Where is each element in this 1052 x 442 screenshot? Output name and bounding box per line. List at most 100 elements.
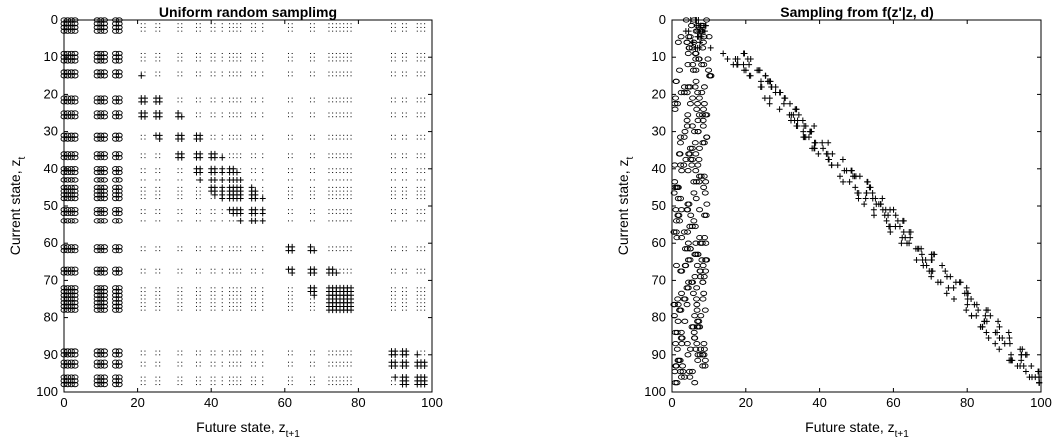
plus-marker [252, 217, 259, 224]
dot-marker [391, 220, 393, 222]
dot-marker [402, 220, 404, 222]
dot-marker [332, 26, 334, 28]
dot-marker [420, 190, 422, 192]
dot-marker [339, 250, 341, 252]
plus-marker [237, 217, 244, 224]
dot-marker [229, 384, 231, 386]
dot-marker [155, 272, 157, 274]
dot-marker [328, 138, 330, 140]
dot-marker [144, 194, 146, 196]
circle-marker [101, 28, 108, 34]
dot-marker [350, 190, 352, 192]
plus-marker [392, 374, 399, 381]
dot-marker [181, 298, 183, 300]
dot-marker [405, 194, 407, 196]
dot-marker [229, 112, 231, 114]
circle-marker [71, 378, 79, 384]
dot-marker [177, 250, 179, 252]
plus-marker [871, 212, 878, 219]
dot-marker [251, 246, 253, 248]
dot-marker [181, 168, 183, 170]
circle-marker [64, 21, 72, 27]
circle-marker [67, 285, 75, 291]
dot-marker [210, 302, 212, 304]
plus-marker [887, 229, 894, 236]
dot-marker [391, 168, 393, 170]
dot-marker [140, 172, 142, 174]
circle-marker [64, 192, 72, 198]
dot-marker [424, 60, 426, 62]
dot-marker [232, 246, 234, 248]
dot-marker [394, 52, 396, 54]
dot-marker [229, 212, 231, 214]
plus-marker [945, 284, 952, 291]
dot-marker [339, 190, 341, 192]
circle-marker [97, 363, 105, 369]
circle-marker [101, 50, 108, 57]
dot-marker [346, 179, 348, 181]
dot-marker [181, 294, 183, 296]
plus-marker [1008, 351, 1015, 358]
dot-marker [328, 186, 330, 188]
circle-marker [115, 296, 123, 302]
dot-marker [251, 134, 253, 136]
dot-marker [346, 153, 348, 155]
dot-marker [291, 294, 293, 296]
dot-marker [177, 309, 179, 311]
dot-marker [236, 376, 238, 378]
dot-marker [144, 179, 146, 181]
circle-marker [115, 210, 123, 217]
dot-marker [416, 134, 418, 136]
dot-marker [229, 272, 231, 274]
dot-marker [405, 209, 407, 211]
circle-marker [699, 279, 707, 285]
plus-marker [928, 256, 935, 263]
dot-marker [144, 350, 146, 352]
dot-marker [155, 168, 157, 170]
dot-marker [195, 194, 197, 196]
circle-marker [93, 285, 101, 291]
dot-marker [221, 23, 223, 25]
dot-marker [251, 97, 253, 99]
plus-marker [793, 123, 800, 130]
circle-marker [673, 346, 681, 352]
circle-marker [112, 95, 119, 101]
circle-marker [64, 381, 72, 388]
dot-marker [343, 186, 345, 188]
dot-marker [343, 153, 345, 155]
circle-marker [112, 307, 119, 313]
plus-marker [899, 217, 906, 224]
dot-marker [181, 350, 183, 352]
dot-marker [310, 376, 312, 378]
dot-marker [405, 97, 407, 99]
dot-marker [155, 365, 157, 367]
right-ylabel: Current state, zt [615, 157, 636, 256]
dot-marker [328, 194, 330, 196]
dot-marker [313, 209, 315, 211]
dot-marker [343, 168, 345, 170]
dot-marker [287, 376, 289, 378]
dot-marker [310, 56, 312, 58]
dot-marker [405, 23, 407, 25]
circle-marker [101, 132, 108, 138]
dot-marker [214, 101, 216, 103]
dot-marker [394, 60, 396, 62]
dot-marker [310, 97, 312, 99]
dot-marker [424, 220, 426, 222]
dot-marker [313, 179, 315, 181]
plus-marker [800, 134, 807, 141]
dot-marker [350, 179, 352, 181]
dot-marker [405, 157, 407, 159]
dot-marker [214, 134, 216, 136]
dot-marker [424, 212, 426, 214]
circle-marker [97, 288, 105, 295]
x-tick-label: 100 [421, 395, 443, 410]
circle-marker [71, 247, 79, 254]
dot-marker [420, 172, 422, 174]
dot-marker [339, 198, 341, 200]
circle-marker [700, 352, 708, 358]
dot-marker [262, 172, 264, 174]
dot-marker [221, 112, 223, 114]
dot-marker [420, 302, 422, 304]
circle-marker [112, 266, 119, 272]
